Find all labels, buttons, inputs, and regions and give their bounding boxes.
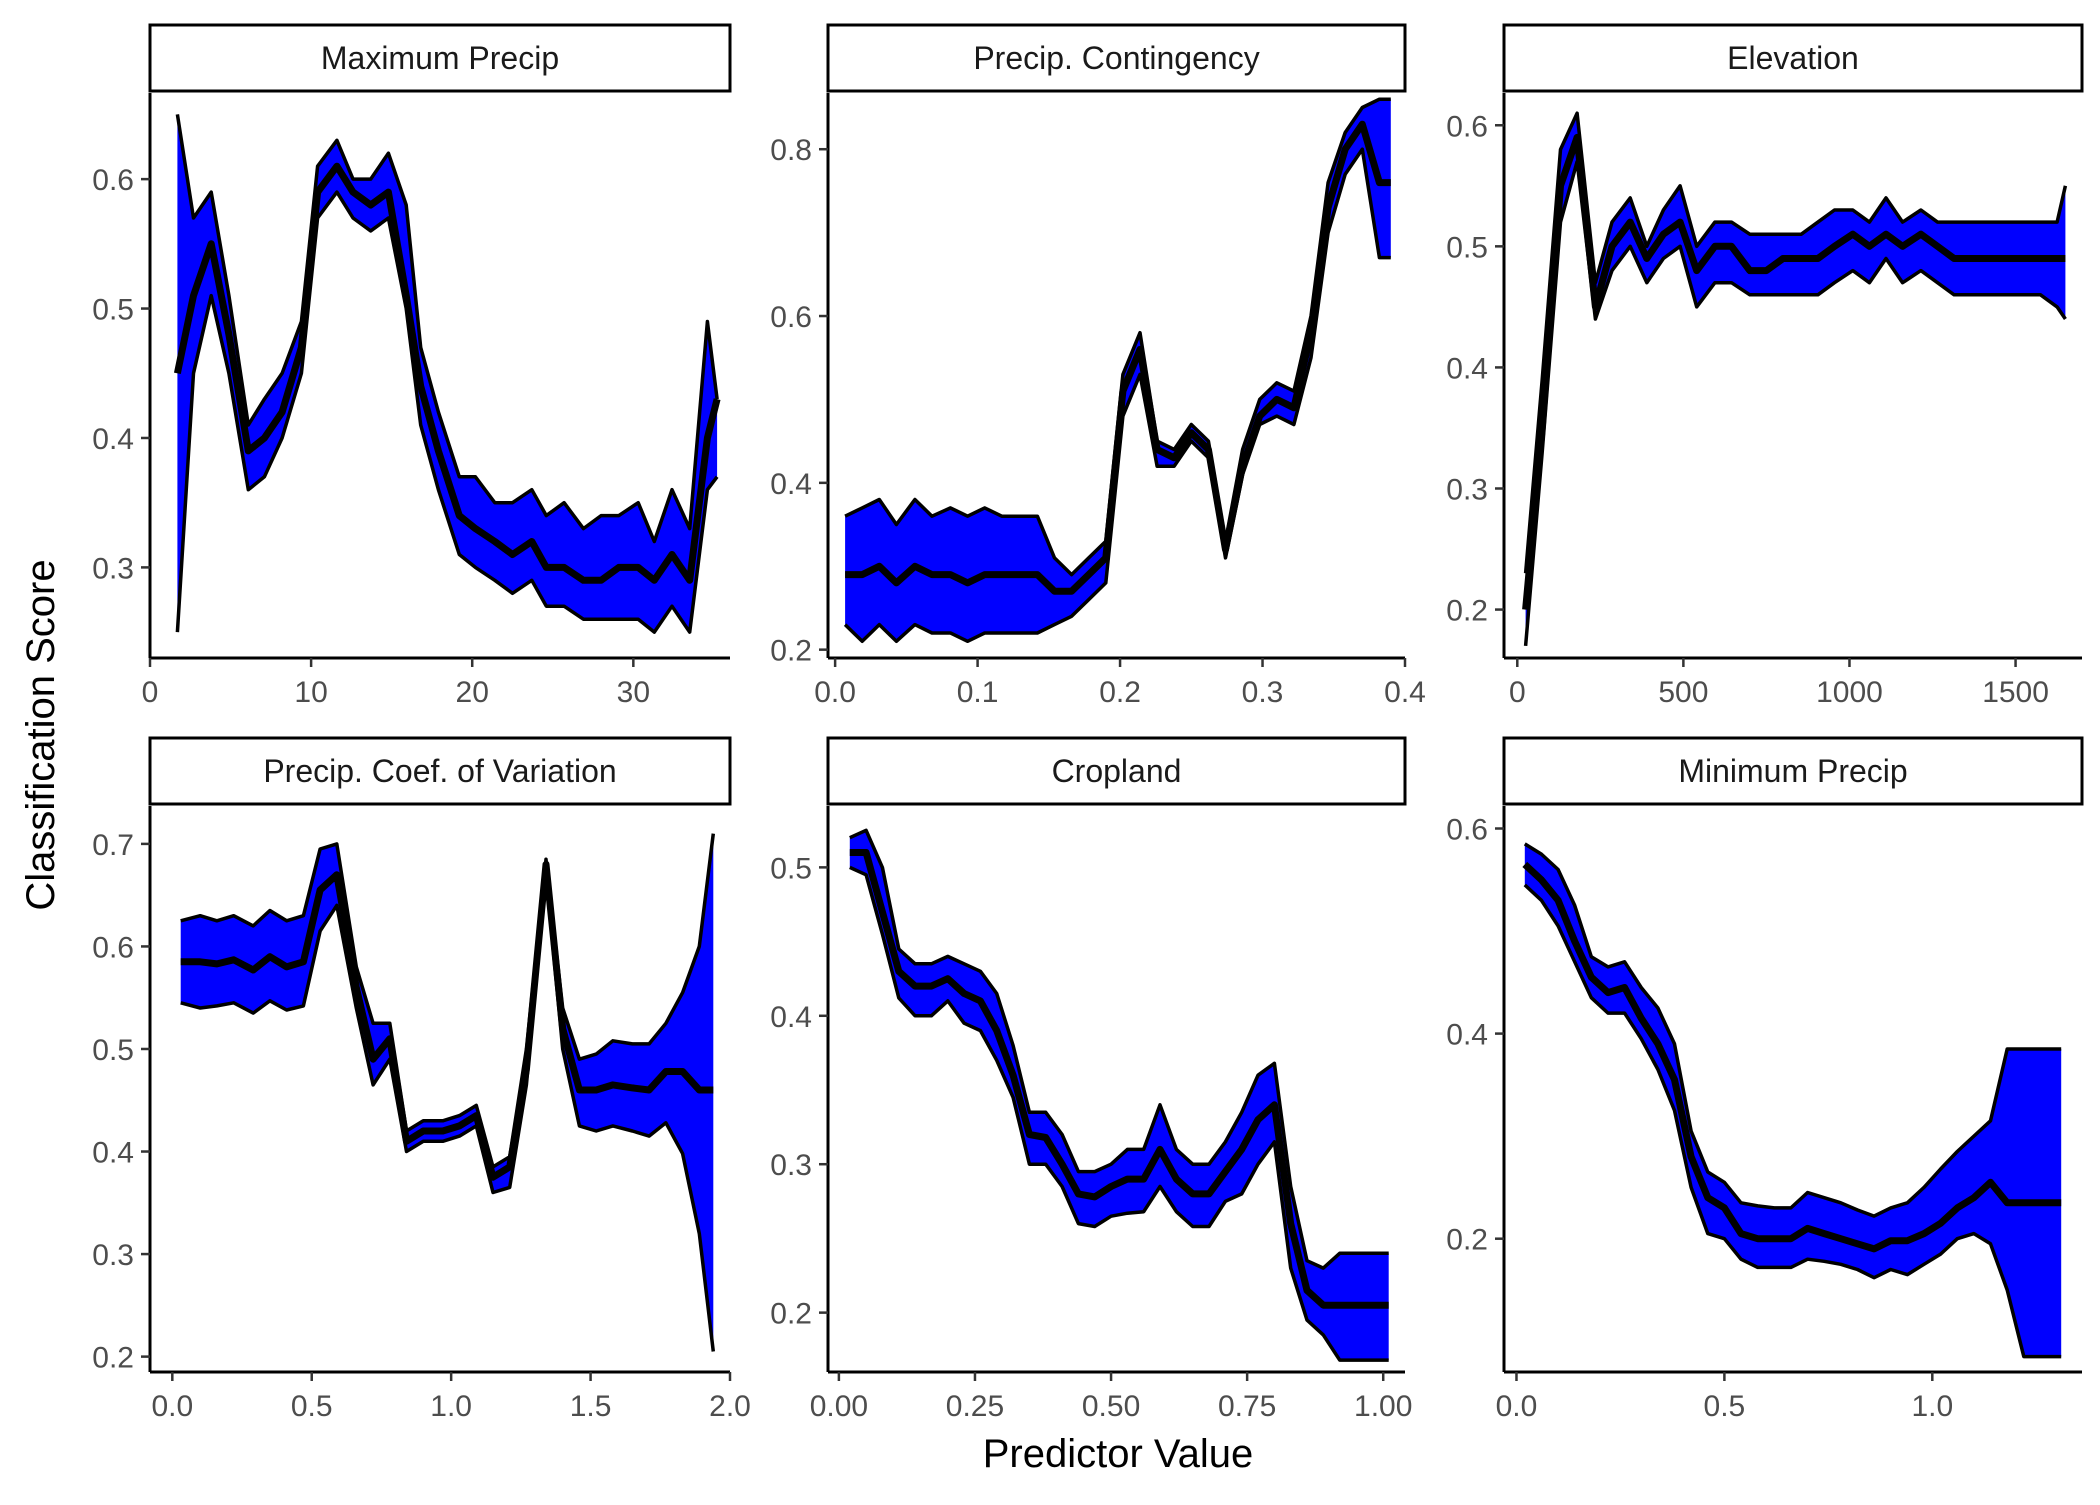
x-tick-label: 0.00 [810, 1390, 868, 1423]
y-tick-label: 0.6 [1446, 814, 1488, 847]
panel-2: Precip. Contingency 0.2 0.4 0.6 0.8 0.0 0.1 0.2… [770, 23, 1426, 709]
y-tick-label: 0.7 [92, 829, 134, 862]
y-tick-label: 0.2 [1446, 1224, 1488, 1257]
y-tick-label: 0.2 [770, 1298, 812, 1331]
lower-bound-line [1523, 883, 2062, 1359]
x-tick-label: 0.2 [1099, 676, 1141, 709]
mean-line [180, 860, 714, 1181]
x-tick-label: 500 [1658, 676, 1708, 709]
x-tick-label: 0.25 [946, 1390, 1004, 1423]
panel-title: Precip. Coef. of Variation [263, 753, 616, 789]
x-tick-label: 0.1 [957, 676, 999, 709]
panel-5: Cropland 0.2 0.3 0.4 0.5 0.00 0.25 0.50 0.75 1.00 [770, 736, 1412, 1423]
y-tick-label: 0.5 [92, 294, 134, 327]
x-tick-label: 0.0 [1496, 1390, 1538, 1423]
y-tick-label: 0.6 [770, 301, 812, 334]
y-tick-label: 0.3 [770, 1149, 812, 1182]
x-tick-label: 1.0 [430, 1390, 472, 1423]
x-tick-label: 20 [456, 676, 489, 709]
y-axis-title: Classification Score [19, 559, 63, 910]
y-tick-label: 0.4 [92, 1137, 134, 1170]
x-tick-label: 0 [1509, 676, 1526, 709]
panels-group: Maximum Precip 0.3 0.4 0.5 0.6 0 10 20 30 Precip.… [92, 23, 2084, 1423]
panel-title: Maximum Precip [321, 40, 559, 76]
upper-bound-line [849, 828, 1389, 1270]
y-tick-label: 0.6 [92, 164, 134, 197]
x-tick-label: 1.00 [1354, 1390, 1412, 1423]
mean-line [173, 162, 721, 584]
confidence-band [180, 833, 714, 1352]
x-axis-title: Predictor Value [983, 1432, 1254, 1476]
confidence-band [1524, 843, 2062, 1357]
x-tick-label: 0.0 [151, 1390, 193, 1423]
x-tick-label: 0.4 [1384, 676, 1426, 709]
confidence-band [845, 99, 1391, 642]
x-tick-label: 0 [142, 676, 159, 709]
y-tick-label: 0.4 [770, 1001, 812, 1034]
panel-strip [148, 736, 732, 806]
x-tick-label: 0.50 [1082, 1390, 1140, 1423]
y-tick-label: 0.5 [92, 1034, 134, 1067]
confidence-band [177, 114, 718, 633]
lower-bound-line [1523, 159, 2067, 647]
y-tick-label: 0.5 [1446, 231, 1488, 264]
panel-strip [1502, 736, 2084, 806]
y-tick-label: 0.6 [92, 931, 134, 964]
upper-bound-line [1523, 842, 2062, 1218]
x-tick-label: 0.5 [1704, 1390, 1746, 1423]
x-tick-label: 2.0 [709, 1390, 751, 1423]
panel-3: Elevation 0.2 0.3 0.4 0.5 0.6 0 500 1000 1500 [1446, 23, 2084, 709]
upper-bound-line [180, 833, 716, 1169]
x-tick-label: 1000 [1816, 676, 1883, 709]
y-tick-label: 0.4 [1446, 1019, 1488, 1052]
panel-title: Precip. Contingency [973, 40, 1259, 76]
upper-bound-line [1523, 111, 2068, 574]
lower-bound-line [849, 865, 1389, 1362]
panel-4: Precip. Coef. of Variation 0.2 0.3 0.4 0.5 0.… [92, 736, 751, 1423]
y-tick-label: 0.2 [770, 635, 812, 668]
mean-line [1522, 861, 2062, 1253]
y-tick-label: 0.3 [1446, 473, 1488, 506]
x-tick-label: 1.5 [570, 1390, 612, 1423]
lower-bound-line [175, 190, 719, 634]
panel-strip [826, 736, 1407, 806]
y-tick-label: 0.8 [770, 134, 812, 167]
x-tick-label: 0.75 [1218, 1390, 1276, 1423]
lower-bound-line [180, 872, 716, 1352]
x-tick-label: 1.0 [1911, 1390, 1953, 1423]
confidence-band [1525, 113, 2066, 646]
x-tick-label: 0.3 [1242, 676, 1284, 709]
y-tick-label: 0.2 [1446, 595, 1488, 628]
panel-title: Elevation [1727, 40, 1859, 76]
panel-strip [148, 23, 732, 93]
y-tick-label: 0.4 [770, 468, 812, 501]
y-tick-label: 0.2 [92, 1342, 134, 1375]
x-tick-label: 0.5 [291, 1390, 333, 1423]
y-tick-label: 0.3 [92, 1239, 134, 1272]
panel-title: Cropland [1052, 753, 1182, 789]
mean-line [845, 120, 1391, 595]
x-tick-label: 10 [294, 676, 327, 709]
y-tick-label: 0.5 [770, 852, 812, 885]
y-tick-label: 0.3 [92, 552, 134, 585]
panel-1: Maximum Precip 0.3 0.4 0.5 0.6 0 10 20 30 [92, 23, 732, 709]
panel-title: Minimum Precip [1678, 753, 1907, 789]
panel-6: Minimum Precip 0.2 0.4 0.6 0.0 0.5 1.0 [1446, 736, 2084, 1423]
x-tick-label: 1500 [1982, 676, 2049, 709]
upper-bound-line [175, 114, 719, 544]
mean-line [1522, 133, 2066, 610]
y-tick-label: 0.6 [1446, 110, 1488, 143]
x-tick-label: 0.0 [814, 676, 856, 709]
y-tick-label: 0.4 [92, 423, 134, 456]
y-tick-label: 0.4 [1446, 352, 1488, 385]
panel-strip [826, 23, 1407, 93]
x-tick-label: 30 [617, 676, 650, 709]
upper-bound-line [844, 97, 1391, 577]
mean-line [849, 849, 1389, 1309]
panel-strip [1502, 23, 2084, 93]
